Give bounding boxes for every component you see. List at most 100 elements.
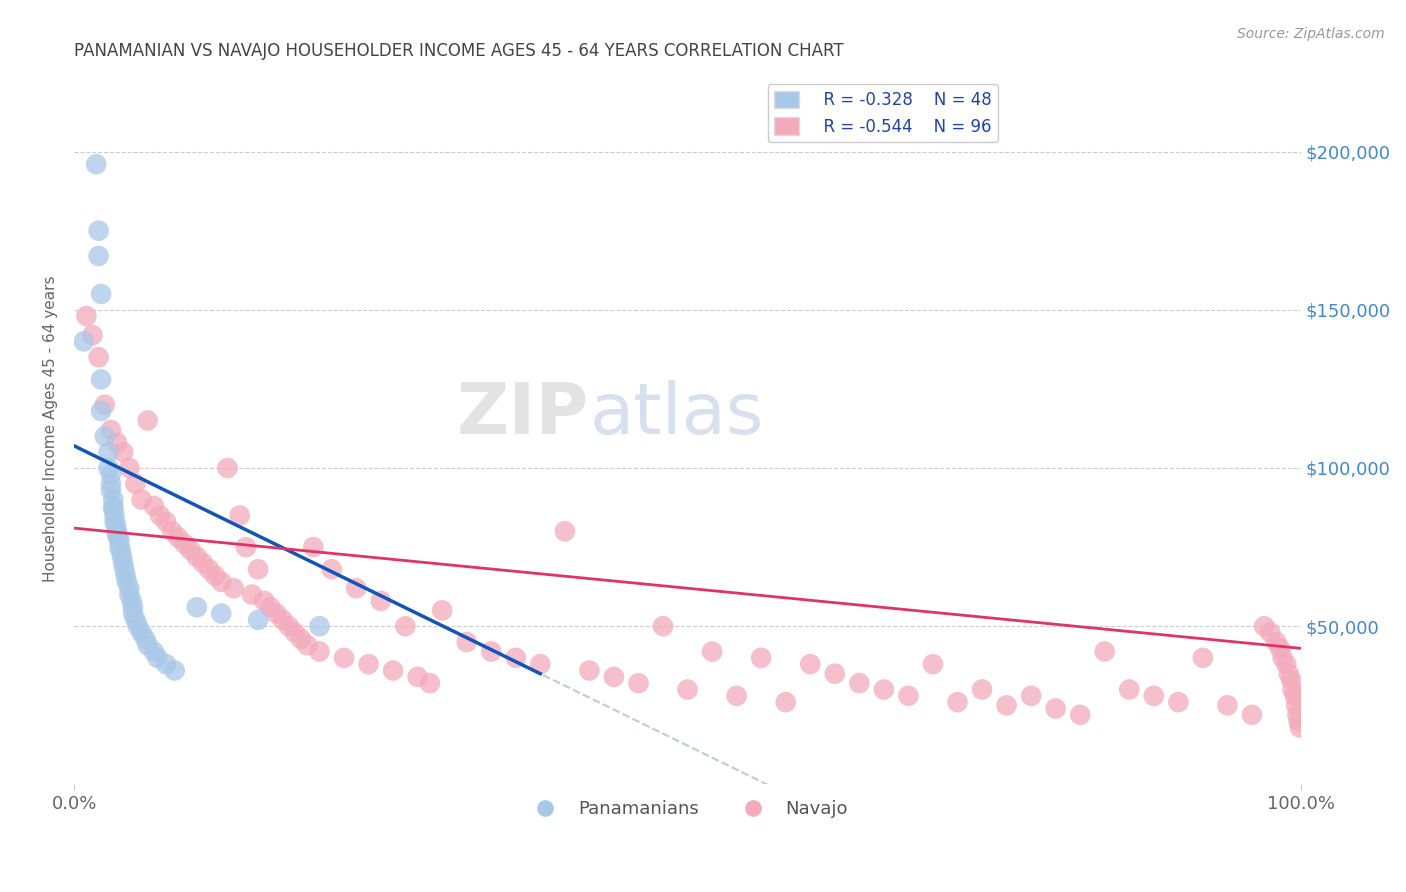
Point bbox=[1118, 682, 1140, 697]
Point bbox=[173, 537, 195, 551]
Point bbox=[115, 574, 138, 589]
Y-axis label: Householder Income Ages 45 - 64 years: Householder Income Ages 45 - 64 years bbox=[44, 275, 58, 582]
Point bbox=[247, 613, 270, 627]
Point bbox=[108, 540, 131, 554]
Point bbox=[105, 524, 128, 539]
Point bbox=[1216, 698, 1239, 713]
Point bbox=[122, 607, 145, 621]
Point bbox=[186, 600, 208, 615]
Point bbox=[308, 619, 330, 633]
Point bbox=[1167, 695, 1189, 709]
Point bbox=[142, 499, 165, 513]
Point bbox=[131, 492, 153, 507]
Point bbox=[134, 632, 156, 646]
Point bbox=[90, 287, 112, 301]
Point bbox=[382, 664, 405, 678]
Point bbox=[104, 518, 127, 533]
Point bbox=[100, 423, 122, 437]
Point bbox=[529, 657, 551, 672]
Point bbox=[108, 533, 131, 548]
Point bbox=[136, 413, 159, 427]
Point bbox=[198, 562, 221, 576]
Point bbox=[578, 664, 600, 678]
Point bbox=[1279, 673, 1302, 687]
Point bbox=[1069, 707, 1091, 722]
Point bbox=[100, 483, 122, 497]
Point bbox=[290, 632, 312, 646]
Point bbox=[1260, 625, 1282, 640]
Point bbox=[1271, 651, 1294, 665]
Point bbox=[1288, 714, 1310, 728]
Point bbox=[111, 549, 134, 564]
Point bbox=[1253, 619, 1275, 633]
Point bbox=[1288, 721, 1310, 735]
Point bbox=[419, 676, 441, 690]
Point bbox=[1094, 644, 1116, 658]
Point bbox=[82, 328, 104, 343]
Point bbox=[266, 607, 288, 621]
Point bbox=[1240, 707, 1263, 722]
Text: Source: ZipAtlas.com: Source: ZipAtlas.com bbox=[1237, 27, 1385, 41]
Point bbox=[1143, 689, 1166, 703]
Point bbox=[73, 334, 96, 349]
Point bbox=[90, 372, 112, 386]
Point bbox=[155, 515, 177, 529]
Point bbox=[118, 588, 141, 602]
Point bbox=[142, 644, 165, 658]
Point bbox=[922, 657, 945, 672]
Point bbox=[308, 644, 330, 658]
Point bbox=[107, 531, 129, 545]
Point bbox=[1285, 698, 1308, 713]
Point bbox=[122, 600, 145, 615]
Point bbox=[946, 695, 969, 709]
Point bbox=[146, 651, 169, 665]
Point bbox=[204, 568, 226, 582]
Point bbox=[114, 568, 136, 582]
Point bbox=[191, 556, 214, 570]
Text: ZIP: ZIP bbox=[457, 380, 589, 449]
Point bbox=[110, 543, 132, 558]
Point bbox=[1286, 707, 1309, 722]
Point bbox=[87, 350, 110, 364]
Point bbox=[84, 157, 107, 171]
Point bbox=[897, 689, 920, 703]
Point bbox=[344, 581, 367, 595]
Point bbox=[112, 445, 135, 459]
Point bbox=[112, 556, 135, 570]
Point bbox=[253, 594, 276, 608]
Point bbox=[180, 543, 202, 558]
Point bbox=[118, 461, 141, 475]
Point bbox=[1281, 682, 1303, 697]
Point bbox=[235, 540, 257, 554]
Point bbox=[1045, 701, 1067, 715]
Point bbox=[775, 695, 797, 709]
Point bbox=[94, 398, 117, 412]
Point bbox=[357, 657, 380, 672]
Point bbox=[75, 309, 97, 323]
Point bbox=[167, 531, 190, 545]
Point bbox=[333, 651, 356, 665]
Point bbox=[90, 404, 112, 418]
Point bbox=[284, 625, 307, 640]
Point bbox=[603, 670, 626, 684]
Point bbox=[479, 644, 502, 658]
Point bbox=[1278, 666, 1301, 681]
Point bbox=[94, 429, 117, 443]
Point bbox=[240, 588, 263, 602]
Point bbox=[370, 594, 392, 608]
Point bbox=[103, 492, 125, 507]
Point bbox=[112, 562, 135, 576]
Point bbox=[430, 603, 453, 617]
Point bbox=[725, 689, 748, 703]
Point bbox=[1275, 657, 1298, 672]
Point bbox=[1192, 651, 1215, 665]
Point bbox=[118, 581, 141, 595]
Point bbox=[124, 613, 146, 627]
Point bbox=[103, 508, 125, 523]
Point bbox=[1265, 635, 1288, 649]
Point bbox=[229, 508, 252, 523]
Point bbox=[799, 657, 821, 672]
Point bbox=[105, 435, 128, 450]
Point bbox=[163, 664, 186, 678]
Point bbox=[186, 549, 208, 564]
